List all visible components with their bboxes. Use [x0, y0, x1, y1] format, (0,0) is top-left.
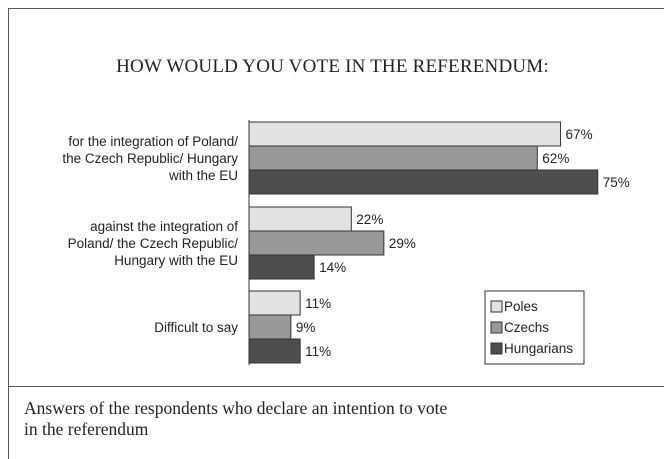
figure-caption: Answers of the respondents who declare a…	[24, 398, 644, 440]
data-label: 14%	[319, 260, 346, 275]
category-label: Hungary with the EU	[114, 253, 238, 268]
category-label: the Czech Republic/ Hungary	[62, 151, 238, 166]
data-label: 22%	[356, 212, 383, 227]
bar-poles	[248, 206, 352, 232]
legend-label: Hungarians	[504, 341, 573, 356]
caption-divider	[8, 386, 664, 387]
caption-line: in the referendum	[24, 419, 149, 439]
bar-czechs	[248, 314, 292, 340]
legend-swatch	[490, 342, 503, 355]
bar-poles	[248, 121, 562, 147]
data-label: 11%	[305, 296, 331, 311]
category-label: Difficult to say	[154, 320, 238, 335]
legend-label: Czechs	[504, 320, 549, 335]
bar-hungarians	[248, 254, 315, 280]
category-label: for the integration of Poland/	[68, 134, 238, 149]
chart-title: HOW WOULD YOU VOTE IN THE REFERENDUM:	[116, 56, 549, 77]
figure-frame	[8, 8, 664, 459]
category-label: with the EU	[168, 168, 238, 183]
data-label: 29%	[389, 236, 416, 251]
data-label: 11%	[305, 344, 331, 359]
bar-poles	[248, 290, 301, 316]
category-label: against the integration of	[90, 219, 238, 234]
category-label: Poland/ the Czech Republic/	[68, 236, 239, 251]
bar-hungarians	[248, 338, 301, 364]
bar-hungarians	[248, 169, 599, 195]
caption-line: Answers of the respondents who declare a…	[24, 398, 448, 418]
bar-czechs	[248, 230, 385, 256]
legend-swatch	[490, 321, 503, 334]
data-label: 67%	[566, 127, 593, 142]
legend-label: Poles	[504, 299, 538, 314]
legend-swatch	[490, 300, 503, 313]
bar-czechs	[248, 145, 538, 171]
data-label: 9%	[296, 320, 316, 335]
data-label: 75%	[603, 175, 630, 190]
data-label: 62%	[542, 151, 569, 166]
bar-chart: for the integration of Poland/the Czech …	[62, 120, 630, 365]
